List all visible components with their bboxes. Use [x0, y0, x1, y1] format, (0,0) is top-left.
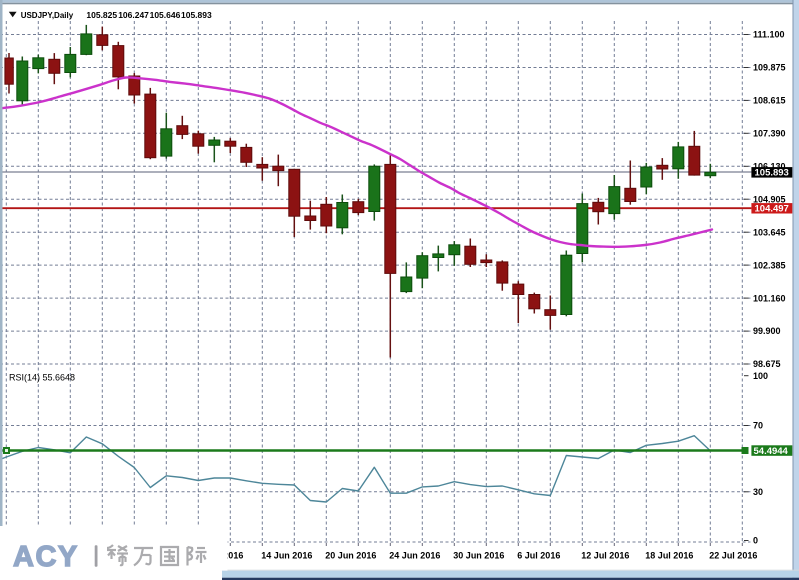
svg-text:108.615: 108.615: [753, 96, 786, 106]
svg-text:30: 30: [753, 487, 763, 497]
svg-text:20 Jun 2016: 20 Jun 2016: [325, 551, 376, 561]
svg-text:106.130: 106.130: [753, 162, 786, 172]
svg-text:98.675: 98.675: [753, 359, 781, 369]
svg-text:107.390: 107.390: [753, 129, 786, 139]
svg-text:105.893: 105.893: [755, 168, 789, 179]
svg-text:104.497: 104.497: [755, 204, 789, 215]
svg-text:12 Jul 2016: 12 Jul 2016: [581, 551, 629, 561]
svg-text:105.893: 105.893: [181, 10, 212, 20]
svg-text:104.905: 104.905: [753, 194, 786, 204]
svg-text:30 Jun 2016: 30 Jun 2016: [453, 551, 504, 561]
svg-text:111.100: 111.100: [753, 30, 785, 40]
svg-text:105.646: 105.646: [150, 10, 181, 20]
svg-text:24 Jun 2016: 24 Jun 2016: [389, 551, 440, 561]
svg-text:18 Jul 2016: 18 Jul 2016: [645, 551, 693, 561]
svg-text:101.160: 101.160: [753, 293, 786, 303]
svg-text:70: 70: [753, 421, 763, 431]
svg-text:100: 100: [753, 371, 768, 381]
svg-text:6 Jul 2016: 6 Jul 2016: [517, 551, 560, 561]
svg-text:USDJPY,Daily: USDJPY,Daily: [21, 11, 74, 20]
svg-text:106.247: 106.247: [118, 10, 149, 20]
svg-text:14 Jun 2016: 14 Jun 2016: [261, 551, 312, 561]
svg-text:RSI(14) 55.6648: RSI(14) 55.6648: [9, 373, 75, 383]
svg-text:109.875: 109.875: [753, 63, 786, 73]
svg-text:99.900: 99.900: [753, 326, 781, 336]
svg-text:105.825: 105.825: [86, 10, 117, 20]
svg-text:22 Jul 2016: 22 Jul 2016: [709, 551, 757, 561]
svg-text:ACY: ACY: [13, 541, 79, 573]
svg-text:103.645: 103.645: [753, 227, 786, 237]
svg-text:0: 0: [753, 536, 758, 546]
svg-text:102.385: 102.385: [753, 260, 786, 270]
svg-text:54.4944: 54.4944: [754, 446, 789, 457]
